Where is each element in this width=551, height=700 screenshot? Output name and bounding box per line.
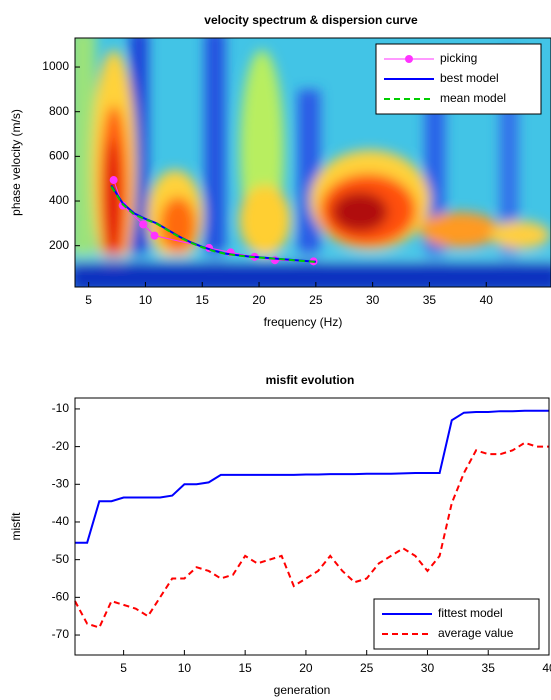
x-tick-label: 10 bbox=[178, 661, 192, 675]
y-tick-label: -20 bbox=[52, 439, 70, 453]
x-tick-label: 25 bbox=[360, 661, 374, 675]
legend-label: mean model bbox=[440, 91, 506, 105]
y-tick-label: 400 bbox=[49, 193, 69, 207]
series bbox=[75, 409, 549, 544]
y-tick-label: 800 bbox=[49, 104, 69, 118]
x-tick-label: 40 bbox=[480, 293, 494, 307]
legend: fittest model average value bbox=[373, 598, 540, 650]
plot-frame bbox=[74, 37, 551, 288]
x-tick-label: 30 bbox=[421, 661, 435, 675]
x-tick-label: 5 bbox=[85, 293, 92, 307]
y-tick-label: 1000 bbox=[42, 59, 69, 73]
data-point bbox=[109, 176, 118, 185]
legend-marker bbox=[405, 55, 413, 63]
legend-box bbox=[373, 598, 540, 650]
legend: picking best model mean model bbox=[375, 43, 542, 115]
x-axis-label: frequency (Hz) bbox=[264, 315, 343, 329]
x-tick-label: 35 bbox=[482, 661, 496, 675]
y-tick-label: -10 bbox=[52, 401, 70, 415]
y-tick-label: -60 bbox=[52, 590, 70, 604]
y-axis-label: phase velocity (m/s) bbox=[9, 109, 23, 216]
legend-label: fittest model bbox=[438, 606, 503, 620]
x-tick-label: 25 bbox=[309, 293, 323, 307]
legend-label: average value bbox=[438, 626, 514, 640]
y-tick-label: 600 bbox=[49, 149, 69, 163]
series bbox=[110, 185, 316, 263]
data-point bbox=[150, 231, 159, 240]
data-point bbox=[139, 220, 148, 229]
chart-title: velocity spectrum & dispersion curve bbox=[204, 13, 418, 27]
series-line bbox=[110, 185, 316, 263]
legend-label: picking bbox=[440, 51, 477, 65]
chart-title: misfit evolution bbox=[266, 373, 355, 387]
y-tick-label: 200 bbox=[49, 238, 69, 252]
x-tick-label: 15 bbox=[196, 293, 210, 307]
series bbox=[74, 441, 549, 629]
y-tick-label: -30 bbox=[52, 476, 70, 490]
x-tick-label: 5 bbox=[120, 661, 127, 675]
x-tick-label: 10 bbox=[139, 293, 153, 307]
x-tick-label: 20 bbox=[299, 661, 313, 675]
series-line bbox=[75, 409, 549, 544]
y-tick-label: -50 bbox=[52, 552, 70, 566]
legend-label: best model bbox=[440, 71, 499, 85]
x-tick-label: 40 bbox=[542, 661, 551, 675]
series-line bbox=[74, 441, 549, 629]
x-tick-label: 20 bbox=[252, 293, 266, 307]
y-tick-label: -70 bbox=[52, 627, 70, 641]
y-axis-label: misfit bbox=[9, 512, 23, 541]
plot-frame bbox=[74, 397, 550, 656]
x-tick-label: 30 bbox=[366, 293, 380, 307]
x-axis-label: generation bbox=[274, 683, 331, 697]
y-tick-label: -40 bbox=[52, 514, 70, 528]
x-tick-label: 35 bbox=[423, 293, 437, 307]
x-tick-label: 15 bbox=[238, 661, 252, 675]
